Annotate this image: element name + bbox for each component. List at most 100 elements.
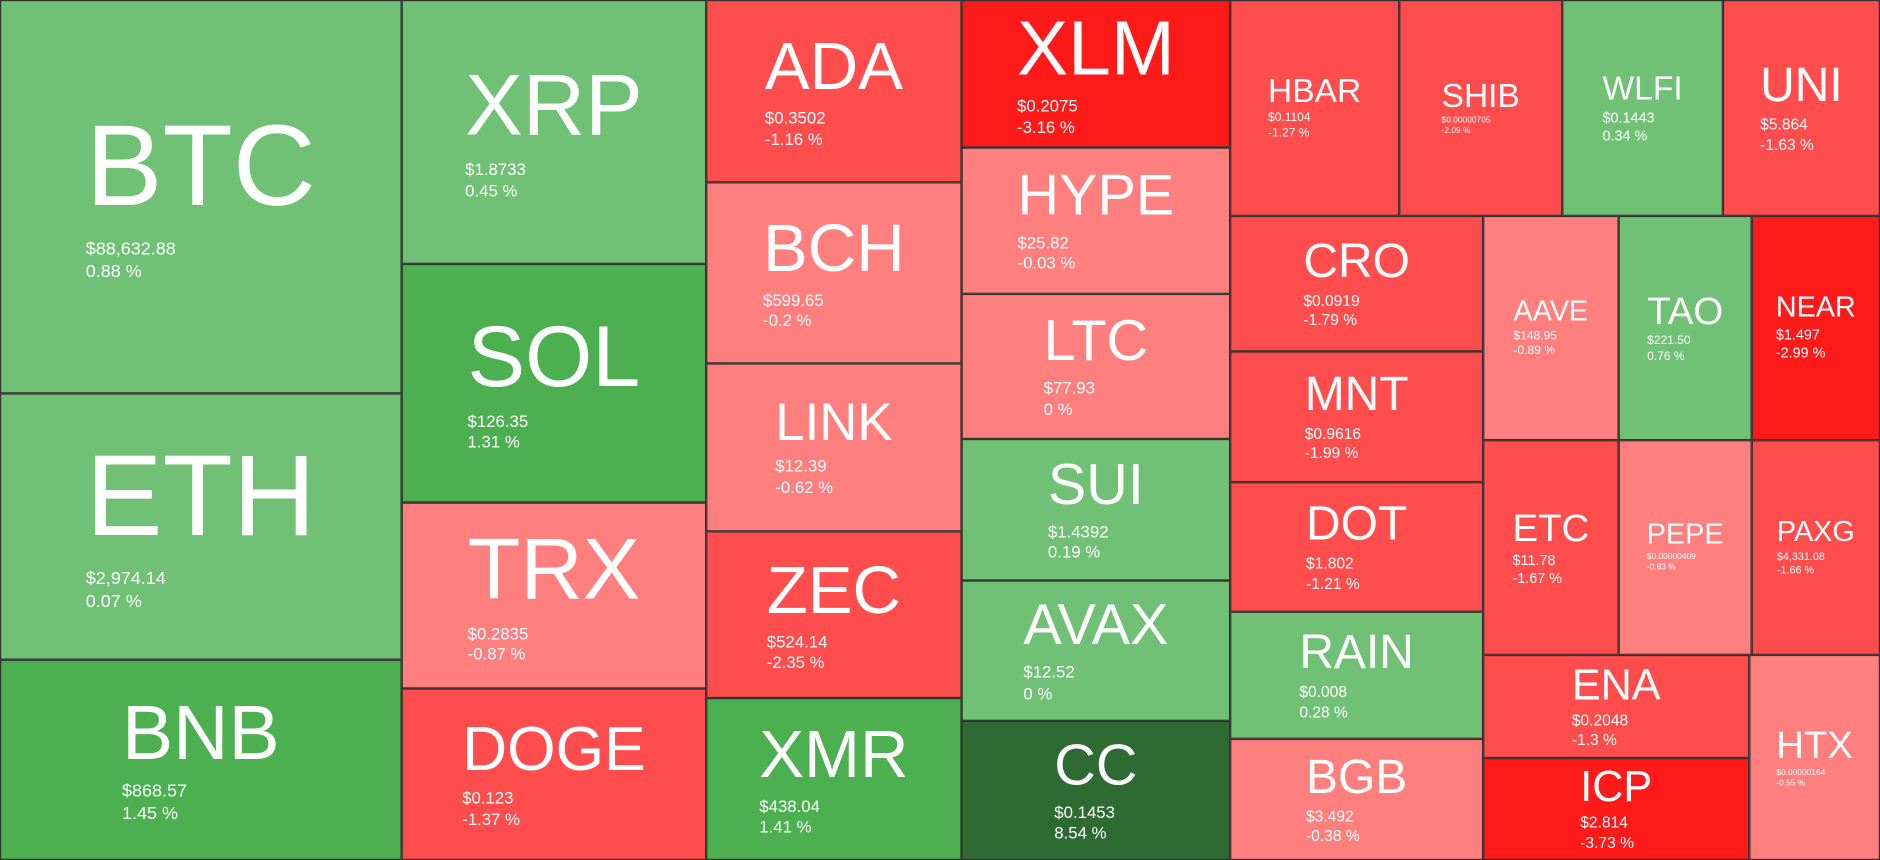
tile-paxg[interactable]: PAXG $4,331.08 -1.66 %	[1751, 440, 1880, 655]
tile-content: ADA $0.3502 -1.16 %	[765, 32, 903, 150]
tile-content: AVAX $12.52 0 %	[1023, 597, 1168, 704]
tile-hbar[interactable]: HBAR $0.1104 -1.27 %	[1230, 0, 1400, 216]
tile-dot[interactable]: DOT $1.802 -1.21 %	[1230, 482, 1484, 612]
tile-content: LTC $77.93 0 %	[1044, 312, 1148, 420]
coin-change: 1.45 %	[121, 803, 178, 824]
tile-content: ETC $11.78 -1.67 %	[1513, 508, 1590, 587]
coin-symbol: MNT	[1304, 367, 1409, 421]
tile-xmr[interactable]: XMR $438.04 1.41 %	[706, 698, 962, 860]
coin-change: -1.37 %	[462, 809, 520, 829]
tile-etc[interactable]: ETC $11.78 -1.67 %	[1483, 440, 1619, 655]
coin-symbol: TAO	[1647, 289, 1724, 333]
coin-price: $524.14	[766, 631, 828, 651]
coin-price: $126.35	[467, 410, 529, 430]
tile-ena[interactable]: ENA $0.2048 -1.3 %	[1483, 654, 1750, 759]
coin-price: $88,632.88	[85, 238, 176, 260]
coin-change: -0.38 %	[1305, 826, 1360, 845]
coin-change: -1.16 %	[764, 128, 823, 149]
coin-price: $0.00000705	[1441, 116, 1491, 125]
tile-tao[interactable]: TAO $221.50 0.76 %	[1618, 215, 1752, 441]
coin-change: -0.55 %	[1776, 779, 1806, 788]
tile-content: UNI $5.864 -1.63 %	[1760, 61, 1843, 154]
tile-cc[interactable]: CC $0.1453 8.54 %	[961, 720, 1231, 860]
coin-symbol: PAXG	[1776, 515, 1855, 548]
tile-icp[interactable]: ICP $2.814 -3.73 %	[1483, 758, 1750, 860]
tile-ada[interactable]: ADA $0.3502 -1.16 %	[706, 0, 962, 183]
tile-content: RAIN $0.008 0.28 %	[1299, 629, 1414, 722]
tile-sui[interactable]: SUI $1.4392 0.19 %	[961, 438, 1231, 581]
tile-content: AAVE $148.95 -0.89 %	[1513, 296, 1589, 359]
coin-change: -3.16 %	[1016, 116, 1075, 137]
coin-price: $0.2075	[1016, 95, 1078, 116]
coin-change: 0 %	[1023, 683, 1053, 703]
tile-avax[interactable]: AVAX $12.52 0 %	[961, 580, 1231, 721]
coin-change: -1.79 %	[1303, 310, 1358, 329]
tile-rain[interactable]: RAIN $0.008 0.28 %	[1230, 611, 1484, 739]
coin-symbol: HTX	[1776, 722, 1854, 767]
tile-aave[interactable]: AAVE $148.95 -0.89 %	[1483, 215, 1619, 441]
coin-change: -2.09 %	[1441, 126, 1471, 135]
tile-mnt[interactable]: MNT $0.9616 -1.99 %	[1230, 351, 1484, 483]
tile-xrp[interactable]: XRP $1.8733 0.45 %	[401, 0, 707, 264]
tile-cro[interactable]: CRO $0.0919 -1.79 %	[1230, 215, 1484, 352]
tile-content: PAXG $4,331.08 -1.66 %	[1776, 515, 1855, 577]
coin-symbol: BNB	[121, 689, 280, 776]
coin-change: -1.99 %	[1304, 443, 1359, 462]
coin-change: -1.27 %	[1268, 126, 1310, 140]
tile-content: MNT $0.9616 -1.99 %	[1305, 370, 1409, 463]
tile-htx[interactable]: HTX $0.00000164 -0.55 %	[1749, 654, 1880, 860]
tile-doge[interactable]: DOGE $0.123 -1.37 %	[401, 688, 707, 860]
coin-symbol: CRO	[1303, 234, 1410, 288]
coin-price: $1.497	[1775, 326, 1820, 344]
tile-bgb[interactable]: BGB $3.492 -0.38 %	[1230, 738, 1484, 860]
coin-price: $868.57	[121, 780, 187, 801]
coin-symbol: BGB	[1305, 750, 1408, 804]
tile-content: XRP $1.8733 0.45 %	[465, 62, 643, 201]
tile-btc[interactable]: BTC $88,632.88 0.88 %	[0, 0, 402, 394]
tile-shib[interactable]: SHIB $0.00000705 -2.09 %	[1399, 0, 1563, 216]
tile-hype[interactable]: HYPE $25.82 -0.03 %	[961, 147, 1231, 294]
tile-eth[interactable]: ETH $2,974.14 0.07 %	[0, 393, 402, 660]
coin-symbol: BTC	[85, 102, 316, 231]
coin-symbol: XRP	[465, 57, 643, 154]
coin-symbol: HYPE	[1017, 163, 1175, 228]
coin-symbol: WLFI	[1602, 68, 1683, 107]
tile-ltc[interactable]: LTC $77.93 0 %	[961, 293, 1231, 439]
coin-change: -2.99 %	[1775, 344, 1826, 362]
tile-content: LINK $12.39 -0.62 %	[775, 396, 892, 498]
tile-content: HBAR $0.1104 -1.27 %	[1268, 74, 1361, 141]
tile-xlm[interactable]: XLM $0.2075 -3.16 %	[961, 0, 1231, 148]
tile-content: CRO $0.0919 -1.79 %	[1303, 237, 1410, 330]
tile-wlfi[interactable]: WLFI $0.1443 0.34 %	[1562, 0, 1723, 216]
coin-change: -3.73 %	[1580, 833, 1634, 852]
coin-change: -0.89 %	[1513, 344, 1555, 358]
tile-bnb[interactable]: BNB $868.57 1.45 %	[0, 659, 402, 860]
tile-pepe[interactable]: PEPE $0.00000409 -0.83 %	[1618, 440, 1752, 655]
coin-symbol: XLM	[1016, 4, 1175, 92]
tile-uni[interactable]: UNI $5.864 -1.63 %	[1722, 0, 1880, 216]
coin-symbol: XMR	[759, 715, 909, 792]
tile-content: ENA $0.2048 -1.3 %	[1571, 662, 1661, 750]
coin-price: $3.492	[1305, 806, 1354, 825]
coin-price: $221.50	[1647, 334, 1691, 348]
tile-bch[interactable]: BCH $599.65 -0.2 %	[706, 182, 962, 364]
coin-change: 0.34 %	[1602, 126, 1648, 144]
coin-price: $0.2048	[1571, 710, 1629, 729]
tile-trx[interactable]: TRX $0.2835 -0.87 %	[401, 502, 707, 689]
tile-near[interactable]: NEAR $1.497 -2.99 %	[1751, 215, 1880, 441]
coin-symbol: SHIB	[1441, 76, 1520, 114]
coin-change: -0.03 %	[1017, 253, 1076, 273]
tile-link[interactable]: LINK $12.39 -0.62 %	[706, 363, 962, 532]
coin-symbol: DOT	[1306, 498, 1408, 551]
tile-content: ZEC $524.14 -2.35 %	[766, 555, 901, 674]
coin-change: -2.35 %	[766, 652, 825, 672]
coin-price: $0.2835	[467, 623, 529, 643]
coin-symbol: UNI	[1760, 59, 1843, 112]
coin-change: -1.67 %	[1512, 569, 1563, 586]
tile-sol[interactable]: SOL $126.35 1.31 %	[401, 263, 707, 503]
tile-content: ICP $2.814 -3.73 %	[1580, 765, 1652, 853]
tile-zec[interactable]: ZEC $524.14 -2.35 %	[706, 531, 962, 699]
tile-content: WLFI $0.1443 0.34 %	[1602, 71, 1682, 144]
coin-price: $1.8733	[465, 159, 526, 179]
